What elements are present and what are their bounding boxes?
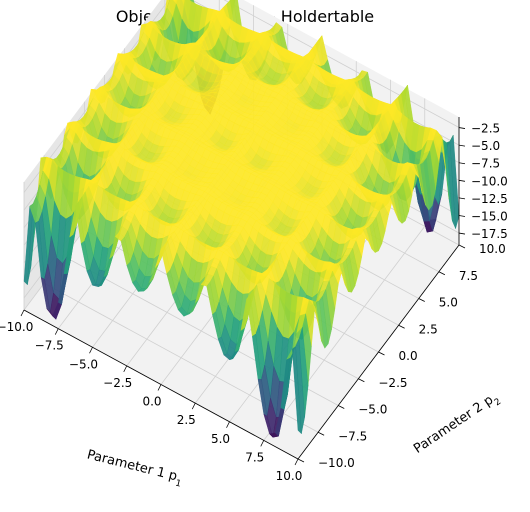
y-tick-label: −10.0 [318,456,355,470]
grid-line-y-floor [64,256,339,406]
y-tick-mark [458,244,466,249]
y-tick-label: 0.0 [399,349,418,363]
x-tick-label: −10.0 [0,320,33,334]
y-tick-label: −5.0 [358,403,387,417]
surface-cell [292,346,302,435]
x-tick-mark [294,458,299,466]
x-tick-label: −7.5 [35,339,64,353]
z-tick-label: −2.5 [471,122,500,136]
x-tick-label: 7.5 [245,450,264,464]
x-axis-label-subscript: 1 [174,479,182,490]
z-axis-ticks: −17.5 −15.0 −12.5 −10.0 −7.5 −5.0 −2.5 [458,122,508,241]
x-tick-mark [123,365,128,373]
x-tick-mark [226,421,230,428]
x-tick-mark [54,328,59,335]
z-tick-label: −15.0 [471,209,508,223]
z-tick-mark [458,179,466,182]
y-tick-label: −7.5 [338,429,367,443]
y-tick-label: 5.0 [439,296,458,310]
y-axis-ticks: −10.0 −7.5 −5.0 −2.5 0.02.55.07.510.0 [297,242,506,470]
x-axis-ticks: −10.0−7.5 −5.0 −2.5 0.0 2.5 5.0 7.5 10.0 [0,309,303,483]
z-tick-label: −5.0 [471,139,500,153]
z-tick-label: −12.5 [471,192,508,206]
y-tick-mark [438,271,446,276]
z-tick-label: −7.5 [471,157,500,171]
y-tick-mark [317,431,325,436]
z-tick-mark [458,197,466,200]
x-tick-mark [191,402,196,410]
z-tick-label: −10.0 [471,174,508,188]
x-tick-mark [20,309,25,317]
x-tick-label: 0.0 [142,395,161,409]
y-tick-label: 10.0 [479,242,506,256]
surface-mesh [23,0,460,438]
x-tick-label: 10.0 [276,469,303,483]
x-tick-mark [260,440,265,447]
y-tick-mark [338,405,345,409]
y-tick-mark [358,378,365,383]
x-tick-mark [89,347,93,354]
x-tick-label: 5.0 [211,432,230,446]
x-tick-label: −5.0 [69,357,98,371]
z-tick-mark [458,127,466,129]
y-tick-label: 7.5 [459,269,478,283]
z-tick-mark [458,162,466,165]
y-tick-label: 2.5 [419,322,438,336]
z-tick-mark [458,232,466,235]
z-tick-mark [458,215,466,217]
y-tick-mark [378,351,385,356]
y-tick-mark [297,458,305,463]
x-tick-label: 2.5 [177,413,196,427]
y-tick-mark [418,298,425,302]
x-tick-label: −2.5 [103,376,132,390]
y-axis-label: Parameter 2 p2 [411,389,503,460]
z-tick-label: −17.5 [471,227,508,241]
y-tick-label: −2.5 [378,376,407,390]
y-axis-label-subscript: 2 [493,397,503,408]
y-axis-label-text: Parameter 2 p [411,393,496,457]
y-tick-mark [398,324,405,329]
x-axis-label-text: Parameter 1 p [85,447,178,484]
x-axis-label: Parameter 1 p1 [84,447,184,489]
x-tick-mark [157,384,162,391]
z-tick-mark [458,144,466,147]
